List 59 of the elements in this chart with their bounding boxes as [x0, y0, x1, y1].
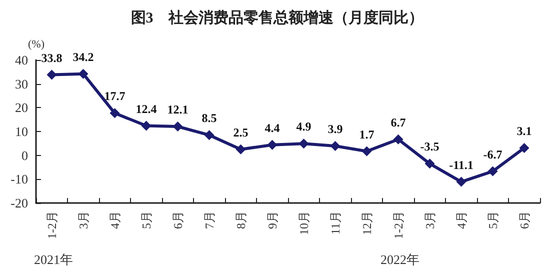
- data-label: 34.2: [72, 50, 94, 64]
- y-tick-label: 0: [22, 148, 28, 163]
- point: [78, 68, 88, 79]
- x-tick-label: 5月: [486, 211, 500, 229]
- y-tick-label: -10: [10, 172, 28, 187]
- x-tick-label: 1-2月: [44, 211, 59, 239]
- x-tick-label: 12月: [360, 211, 374, 235]
- point: [298, 138, 309, 149]
- data-label: -3.5: [420, 140, 440, 154]
- data-label: -6.7: [483, 147, 502, 162]
- y-tick-label: -20: [10, 196, 28, 210]
- point: [519, 142, 530, 153]
- x-tick-label: 1-2月: [391, 211, 406, 239]
- x-tick-label: 3月: [76, 211, 90, 229]
- data-label: -11.1: [449, 158, 474, 172]
- data-label: 1.7: [359, 127, 374, 142]
- y-tick-label: 20: [15, 100, 28, 116]
- y-tick-label: 10: [15, 124, 28, 139]
- text: 2022年: [380, 252, 420, 267]
- point: [330, 141, 340, 152]
- data-label: 4.4: [264, 120, 280, 135]
- y-tick-label: 40: [15, 52, 28, 68]
- point: [46, 70, 57, 80]
- data-label: 3.1: [516, 124, 532, 138]
- point: [236, 144, 246, 154]
- point: [141, 120, 152, 131]
- x-tick-label: 7月: [202, 211, 216, 229]
- data-label: 17.7: [104, 89, 126, 104]
- point: [362, 146, 372, 156]
- point: [393, 134, 404, 144]
- data-label: 4.9: [296, 120, 312, 134]
- y-axis-title: (%): [28, 38, 45, 50]
- point: [204, 130, 214, 140]
- x-tick-label: 9月: [265, 211, 280, 229]
- x-tick-label: 6月: [517, 211, 532, 229]
- data-label: 2.5: [233, 125, 248, 140]
- point: [456, 176, 466, 187]
- point: [424, 158, 435, 169]
- point: [488, 166, 498, 176]
- point: [267, 140, 278, 150]
- data-label: 6.7: [390, 115, 406, 130]
- x-tick-label: 10月: [296, 211, 311, 235]
- x-tick-label: 8月: [234, 211, 248, 229]
- x-tick-label: 3月: [422, 211, 437, 229]
- data-label: 8.5: [202, 111, 217, 126]
- x-tick-label: 5月: [139, 211, 154, 229]
- point: [172, 121, 183, 132]
- point: [110, 108, 120, 118]
- text: 2021年: [34, 252, 73, 267]
- data-label: 3.9: [328, 122, 343, 136]
- y-tick-label: 30: [15, 76, 28, 92]
- x-tick-label: 11月: [328, 211, 342, 235]
- x-tick-label: 6月: [170, 211, 185, 229]
- data-label: 12.1: [167, 102, 188, 116]
- data-label: 33.8: [41, 50, 62, 65]
- x-tick-label: 4月: [108, 211, 122, 229]
- data-label: 12.4: [136, 102, 157, 116]
- chart-title: 图3 社会消费品零售总额增速（月度同比）: [130, 8, 424, 26]
- x-tick-label: 4月: [454, 211, 468, 229]
